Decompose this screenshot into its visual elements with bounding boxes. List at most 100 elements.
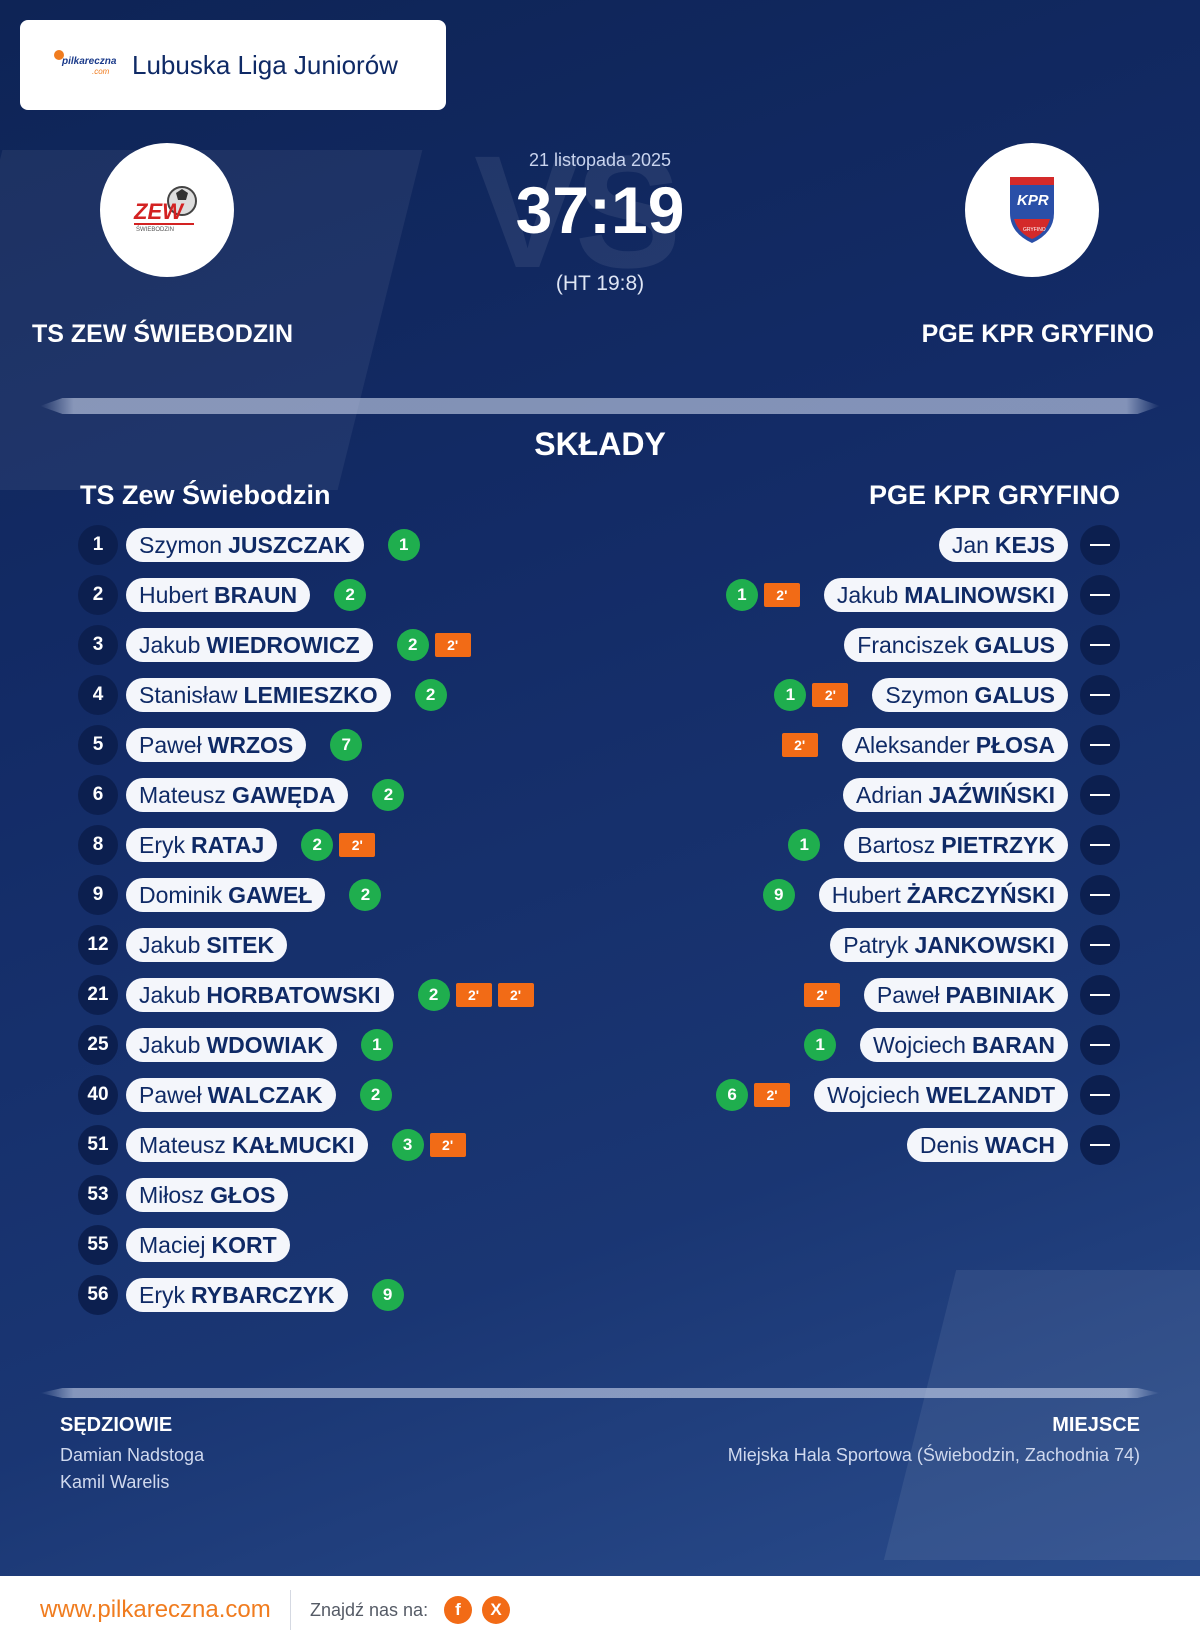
last-name: MALINOWSKI	[904, 581, 1055, 608]
player-name[interactable]: Hubert BRAUN	[126, 578, 311, 612]
shirt-number: 5	[78, 725, 118, 765]
first-name: Jakub	[139, 931, 201, 958]
player-name[interactable]: Mateusz KAŁMUCKI	[126, 1128, 368, 1162]
home-player-row: 8 Eryk RATAJ 2 2'	[78, 825, 376, 865]
away-player-row: Paweł PABINIAK 2'	[803, 975, 1120, 1015]
footer: www.pilkareczna.com Znajdź nas na: f X	[0, 1576, 1200, 1646]
player-name[interactable]: Jakub WIEDROWICZ	[126, 628, 373, 662]
last-name: RYBARCZYK	[191, 1281, 335, 1308]
x-icon[interactable]: X	[482, 1596, 510, 1624]
player-name[interactable]: Miłosz GŁOS	[126, 1178, 289, 1212]
last-name: WRZOS	[207, 731, 294, 758]
shirt-number: 4	[78, 675, 118, 715]
home-player-row: 12 Jakub SITEK	[78, 925, 288, 965]
player-name[interactable]: Patryk JANKOWSKI	[830, 928, 1068, 962]
last-name: ŻARCZYŃSKI	[906, 881, 1055, 908]
player-name[interactable]: Jakub MALINOWSKI	[823, 578, 1068, 612]
shirt-number: 3	[78, 625, 118, 665]
player-name[interactable]: Szymon GALUS	[872, 678, 1068, 712]
no-number-dash	[1080, 625, 1120, 665]
svg-text:KPR: KPR	[1017, 192, 1049, 209]
first-name: Patryk	[843, 931, 909, 958]
player-name[interactable]: Wojciech BARAN	[860, 1028, 1068, 1062]
first-name: Wojciech	[827, 1081, 920, 1108]
player-name[interactable]: Dominik GAWEŁ	[126, 878, 326, 912]
player-name[interactable]: Hubert ŻARCZYŃSKI	[818, 878, 1068, 912]
venue-text: Miejska Hala Sportowa (Świebodzin, Zacho…	[727, 1445, 1140, 1465]
home-player-row: 21 Jakub HORBATOWSKI 2 2' 2'	[78, 975, 534, 1015]
player-name[interactable]: Jan KEJS	[938, 528, 1068, 562]
goals-badge: 2	[349, 879, 382, 911]
first-name: Denis	[919, 1131, 979, 1158]
shirt-number: 40	[78, 1075, 118, 1115]
penalty-badge: 2'	[455, 983, 492, 1007]
last-name: WALCZAK	[207, 1081, 323, 1108]
site-logo[interactable]: pilkareczna .com	[48, 50, 120, 80]
first-name: Hubert	[139, 581, 209, 608]
site-link[interactable]: www.pilkareczna.com	[40, 1596, 271, 1623]
player-name[interactable]: Paweł PABINIAK	[863, 978, 1068, 1012]
goals-badge: 1	[725, 579, 758, 611]
first-name: Wojciech	[873, 1031, 966, 1058]
player-name[interactable]: Jakub WDOWIAK	[126, 1028, 337, 1062]
player-name[interactable]: Szymon JUSZCZAK	[126, 528, 364, 562]
first-name: Paweł	[139, 731, 202, 758]
last-name: BARAN	[971, 1031, 1055, 1058]
no-number-dash	[1080, 1075, 1120, 1115]
player-name[interactable]: Mateusz GAWĘDA	[126, 778, 349, 812]
goals-badge: 2	[396, 629, 429, 661]
first-name: Jakub	[836, 581, 899, 608]
first-name: Hubert	[831, 881, 901, 908]
player-name[interactable]: Aleksander PŁOSA	[841, 728, 1068, 762]
away-player-row: Wojciech WELZANDT 2' 6	[716, 1075, 1120, 1115]
zew-crest-icon: ZEW ŚWIEBODZIN	[133, 186, 197, 233]
no-number-dash	[1080, 725, 1120, 765]
league-header: pilkareczna .com Lubuska Liga Juniorów	[20, 20, 446, 110]
shirt-number: 12	[78, 925, 118, 965]
player-name[interactable]: Denis WACH	[906, 1128, 1068, 1162]
player-name[interactable]: Stanisław LEMIESZKO	[126, 678, 391, 712]
player-name[interactable]: Eryk RATAJ	[126, 828, 278, 862]
away-player-row: Bartosz PIETRZYK 1	[788, 825, 1120, 865]
player-name[interactable]: Wojciech WELZANDT	[814, 1078, 1068, 1112]
goals-badge: 1	[360, 1029, 393, 1061]
shirt-number: 56	[78, 1275, 118, 1315]
first-name: Dominik	[139, 881, 223, 908]
home-player-row: 56 Eryk RYBARCZYK 9	[78, 1275, 404, 1315]
no-number-dash	[1080, 925, 1120, 965]
first-name: Eryk	[139, 831, 185, 858]
player-name[interactable]: Jakub HORBATOWSKI	[126, 978, 394, 1012]
player-name[interactable]: Bartosz PIETRZYK	[844, 828, 1068, 862]
last-name: LEMIESZKO	[243, 681, 378, 708]
player-name[interactable]: Franciszek GALUS	[844, 628, 1068, 662]
home-squad-title: TS Zew Świebodzin	[80, 480, 331, 510]
home-player-row: 4 Stanisław LEMIESZKO 2	[78, 675, 447, 715]
section-title: SKŁADY	[534, 426, 666, 462]
match-score: 37:19	[515, 173, 685, 247]
vs-watermark: VS	[474, 122, 681, 301]
last-name: GALUS	[974, 681, 1056, 708]
player-name[interactable]: Paweł WRZOS	[126, 728, 307, 762]
home-player-row: 51 Mateusz KAŁMUCKI 3 2'	[78, 1125, 466, 1165]
player-name[interactable]: Adrian JAŹWIŃSKI	[843, 778, 1068, 812]
home-player-row: 6 Mateusz GAWĘDA 2	[78, 775, 405, 815]
player-name[interactable]: Eryk RYBARCZYK	[126, 1278, 348, 1312]
penalty-badge: 2'	[497, 983, 534, 1007]
no-number-dash	[1080, 675, 1120, 715]
goals-badge: 7	[330, 729, 363, 761]
shirt-number: 21	[78, 975, 118, 1015]
player-name[interactable]: Maciej KORT	[126, 1228, 290, 1262]
background-shape	[883, 1270, 1200, 1560]
last-name: JAŹWIŃSKI	[928, 781, 1056, 808]
player-name[interactable]: Paweł WALCZAK	[126, 1078, 336, 1112]
facebook-icon[interactable]: f	[444, 1596, 472, 1624]
player-name[interactable]: Jakub SITEK	[126, 928, 288, 962]
last-name: PIETRZYK	[941, 831, 1055, 858]
first-name: Miłosz	[139, 1181, 205, 1208]
venue-label: MIEJSCE	[1052, 1414, 1140, 1436]
svg-text:ZEW: ZEW	[133, 199, 185, 224]
home-player-row: 5 Paweł WRZOS 7	[78, 725, 363, 765]
away-player-row: Jakub MALINOWSKI 2' 1	[725, 575, 1120, 615]
last-name: BRAUN	[214, 581, 298, 608]
penalty-badge: 2'	[434, 633, 471, 657]
